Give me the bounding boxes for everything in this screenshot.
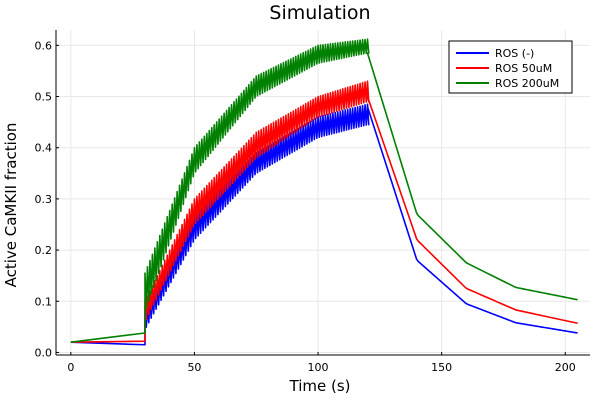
series-line	[70, 38, 578, 343]
y-tick-label: 0.5	[35, 91, 53, 104]
legend-label: ROS 200uM	[495, 77, 559, 90]
series-layer	[70, 38, 578, 346]
y-tick-label: 0.4	[35, 142, 53, 155]
x-tick-label: 100	[308, 361, 329, 374]
x-tick-label: 150	[431, 361, 452, 374]
legend: ROS (-) ROS 50uM ROS 200uM	[448, 40, 573, 94]
y-tick-label: 0.1	[35, 295, 53, 308]
x-axis-label: Time (s)	[289, 377, 351, 395]
legend-label: ROS 50uM	[495, 62, 552, 75]
y-tick-label: 0.3	[35, 193, 53, 206]
x-tick-label: 0	[67, 361, 74, 374]
legend-items: ROS (-) ROS 50uM ROS 200uM	[456, 47, 559, 90]
series-line	[70, 80, 578, 343]
x-tick-label: 50	[187, 361, 201, 374]
y-axis-label: Active CaMKII fraction	[2, 123, 20, 288]
y-tick-label: 0.2	[35, 244, 53, 257]
x-tick-label: 200	[555, 361, 576, 374]
y-tick-label: 0.0	[35, 346, 53, 359]
series-line	[70, 103, 578, 346]
ticks-layer: 0 50 100 150 200 0.0 0.1 0.2 0.3 0.4 0.5 0.6	[35, 39, 576, 374]
chart-title: Simulation	[269, 2, 370, 24]
y-tick-label: 0.6	[35, 39, 53, 52]
legend-label: ROS (-)	[495, 47, 534, 60]
